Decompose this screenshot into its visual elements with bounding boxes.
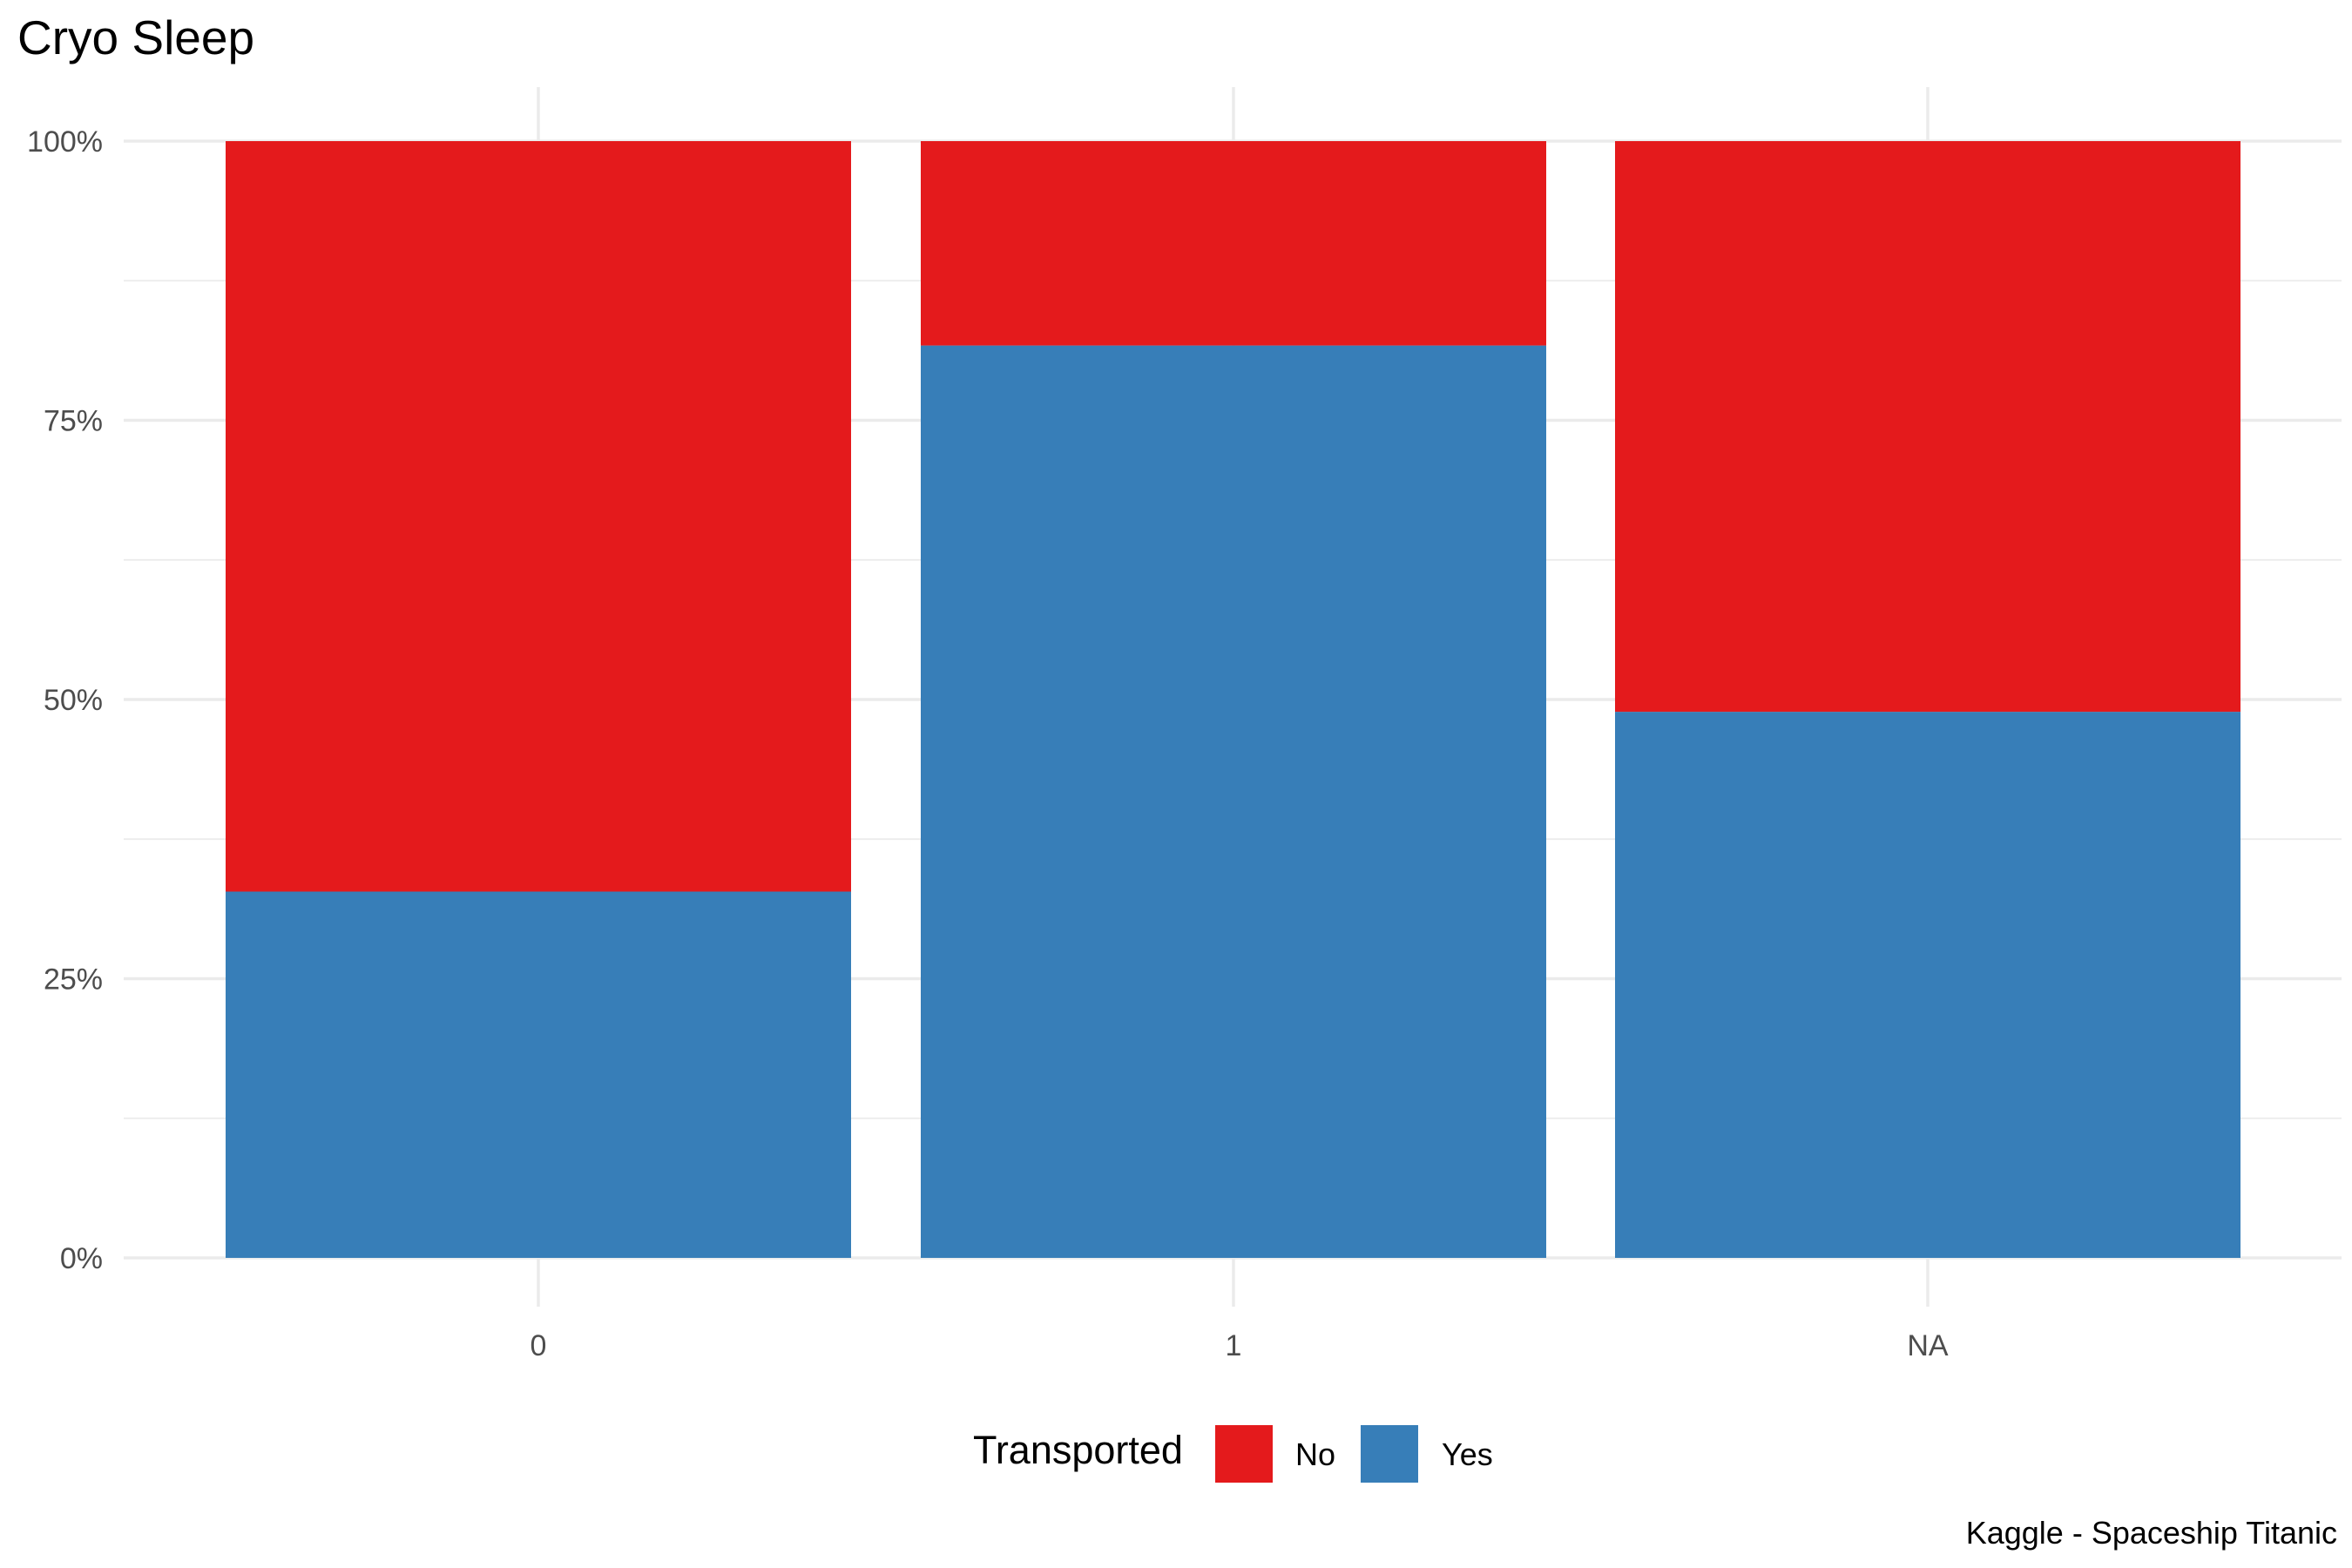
y-axis-ticks: 0% 25% 50% 75% 100% (27, 125, 103, 1275)
y-tick-label: 100% (27, 125, 103, 159)
legend: Transported No Yes (973, 1425, 1493, 1483)
legend-label-yes: Yes (1442, 1436, 1493, 1472)
bar-1-no (921, 141, 1546, 346)
x-tick-label: 1 (1226, 1329, 1242, 1362)
x-axis-ticks: 0 1 NA (531, 1329, 1949, 1362)
x-tick-label: NA (1907, 1329, 1949, 1362)
y-tick-label: 75% (44, 405, 103, 438)
legend-key-yes (1361, 1425, 1418, 1483)
bar-0-no (226, 141, 851, 892)
x-tick-label: 0 (531, 1329, 547, 1362)
y-tick-label: 25% (44, 963, 103, 997)
bars (226, 141, 2240, 1259)
y-tick-label: 50% (44, 684, 103, 717)
legend-key-no (1215, 1425, 1273, 1483)
legend-label-no: No (1295, 1436, 1335, 1472)
bar-0-yes (226, 891, 851, 1258)
bar-NA-no (1615, 141, 2240, 713)
chart-caption: Kaggle - Spaceship Titanic (1966, 1515, 2337, 1551)
chart-title: Cryo Sleep (17, 10, 254, 64)
y-tick-label: 0% (60, 1242, 103, 1275)
bar-NA-yes (1615, 712, 2240, 1258)
bar-1-yes (921, 345, 1546, 1259)
legend-title: Transported (973, 1428, 1183, 1472)
